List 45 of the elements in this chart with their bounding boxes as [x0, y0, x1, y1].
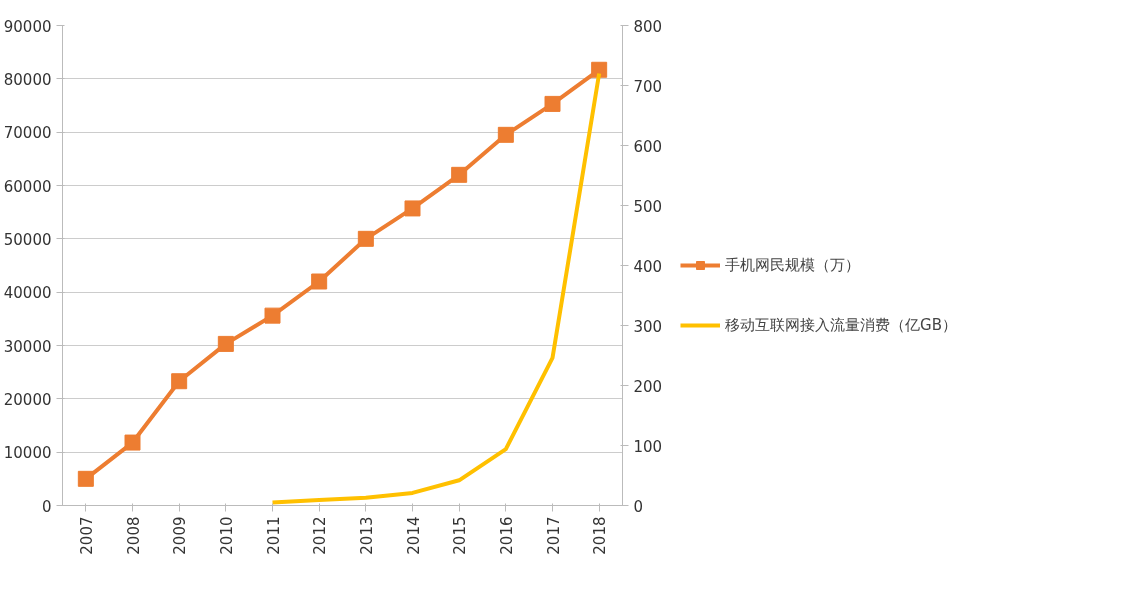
x-tick-label: 2016 [497, 516, 516, 555]
y-tick-label: 50000 [3, 230, 52, 249]
point [264, 307, 281, 324]
x-tick-label: 2018 [591, 516, 610, 555]
y-tick-label: 20000 [3, 390, 52, 409]
x-tick-label: 2008 [124, 516, 143, 555]
y2-tick-label: 600 [633, 137, 663, 156]
point [124, 434, 141, 451]
legend-label: 移动互联网接入流量消费（亿GB） [725, 315, 957, 335]
point [404, 200, 421, 217]
point [311, 273, 328, 290]
y2-tick-label: 300 [633, 317, 663, 336]
point [357, 230, 374, 247]
point [591, 61, 608, 78]
y2-tick-label: 400 [633, 257, 663, 276]
point [497, 126, 514, 143]
x-tick-label: 2009 [171, 516, 190, 555]
y2-tick-label: 700 [633, 77, 663, 96]
y2-tick-label: 100 [633, 437, 663, 456]
y2-tick-label: 500 [633, 197, 663, 216]
point [77, 470, 94, 487]
x-tick-label: 2014 [404, 516, 423, 555]
y-tick-label: 60000 [3, 177, 52, 196]
x-tick-label: 2007 [77, 516, 96, 555]
y2-tick-label: 800 [633, 17, 663, 36]
x-tick-label: 2011 [264, 516, 283, 555]
y2-tick-label: 200 [633, 377, 663, 396]
x-tick-label: 2012 [311, 516, 330, 555]
y-tick-label: 90000 [3, 17, 52, 36]
x-tick-label: 2013 [357, 516, 376, 555]
y-tick-label: 70000 [3, 124, 52, 143]
point [217, 335, 234, 352]
point [171, 373, 188, 390]
x-tick-label: 2015 [451, 516, 470, 555]
point [544, 95, 561, 112]
legend-label: 手机网民规模（万） [725, 255, 861, 275]
y-tick-label: 10000 [3, 444, 52, 463]
y-tick-label: 80000 [3, 70, 52, 89]
y-tick-label: 30000 [3, 337, 52, 356]
point [451, 166, 468, 183]
y-tick-label: 40000 [3, 284, 52, 303]
y2-tick-label: 0 [633, 497, 644, 516]
y-tick-label: 0 [41, 497, 52, 516]
x-tick-label: 2017 [544, 516, 563, 555]
x-tick-label: 2010 [217, 516, 236, 555]
